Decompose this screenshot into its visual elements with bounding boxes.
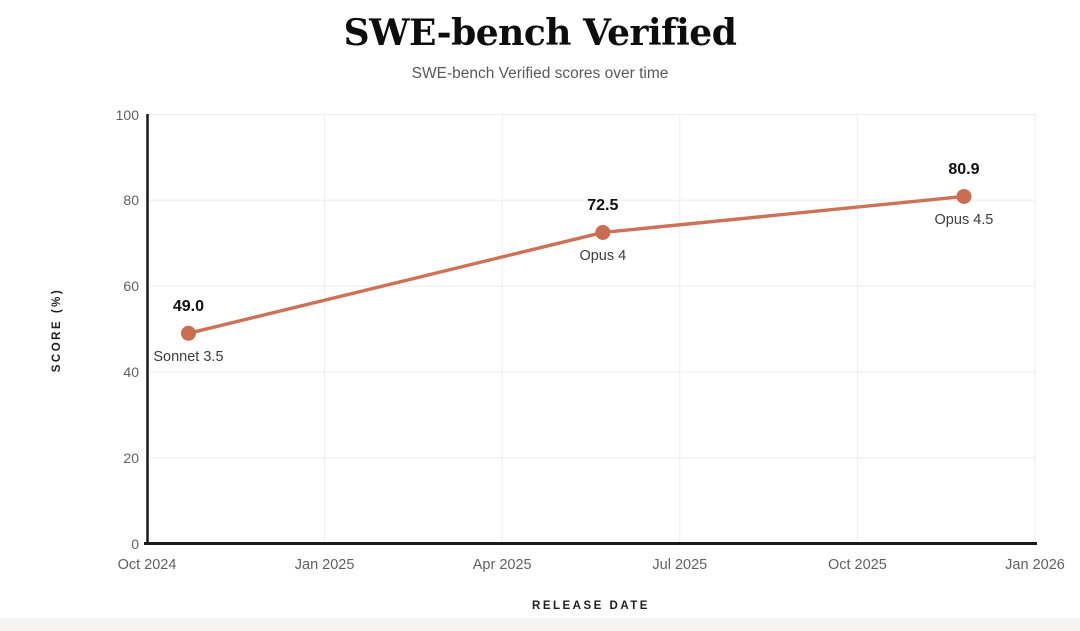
page-background-edge (0, 618, 1080, 631)
data-point-marker[interactable] (956, 188, 972, 204)
series-line (186, 194, 966, 335)
y-axis-tick-label: 0 (131, 535, 139, 552)
x-axis-tick-label: Oct 2025 (827, 557, 887, 573)
data-point-value-label: 49.0 (172, 298, 205, 316)
chart-subtitle: SWE-bench Verified scores over time (411, 65, 669, 82)
y-axis-tick-label: 100 (115, 106, 139, 123)
y-axis-title: SCORE (%) (51, 287, 63, 373)
x-axis-tick-label: Apr 2025 (472, 557, 532, 573)
x-axis-tick-label: Jan 2025 (294, 557, 355, 573)
y-axis-tick-label: 80 (123, 192, 139, 209)
x-axis-title: RELEASE DATE (532, 600, 650, 612)
data-point-marker[interactable] (180, 325, 196, 341)
chart-title: SWE-bench Verified (343, 12, 737, 54)
y-axis-tick-label: 40 (123, 363, 139, 380)
data-point-name-label: Sonnet 3.5 (153, 349, 224, 366)
y-axis-tick-label: 20 (123, 449, 139, 466)
x-axis-tick-label: Jul 2025 (652, 557, 708, 573)
data-point-value-label: 80.9 (948, 161, 980, 179)
x-axis-tick-label: Oct 2024 (117, 557, 177, 573)
x-axis-tick-label: Jan 2026 (1005, 557, 1065, 573)
y-axis-tick-label: 60 (123, 278, 139, 295)
data-point-name-label: Opus 4 (579, 248, 627, 265)
data-point-marker[interactable] (595, 224, 611, 240)
data-point-name-label: Opus 4.5 (934, 212, 994, 229)
data-point-value-label: 72.5 (587, 197, 619, 215)
